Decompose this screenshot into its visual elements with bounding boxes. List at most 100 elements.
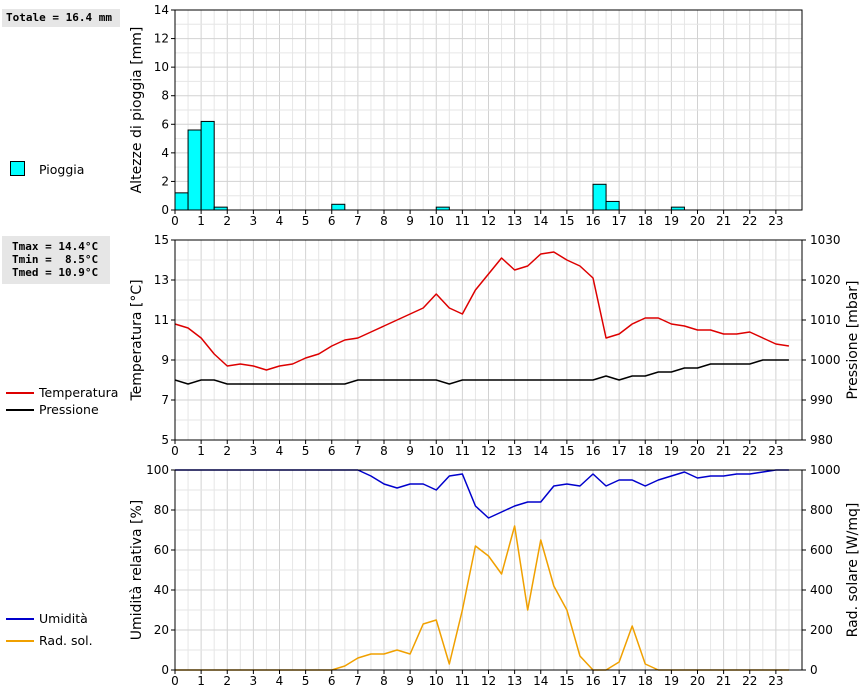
x-tick-label: 1 (197, 674, 205, 688)
y-tick-label: 20 (154, 623, 169, 637)
y-tick-label: 7 (161, 393, 169, 407)
x-tick-label: 23 (768, 214, 783, 228)
y-axis-title: Temperatura [°C] (129, 279, 145, 401)
x-tick-label: 9 (406, 214, 414, 228)
x-tick-label: 13 (507, 444, 522, 458)
pressure-legend-label: Pressione (39, 402, 99, 417)
x-tick-label: 21 (716, 674, 731, 688)
rain-bar (187, 129, 202, 211)
x-tick-label: 5 (302, 674, 310, 688)
x-tick-label: 11 (455, 444, 470, 458)
y-tick-label: 0 (161, 203, 169, 217)
x-tick-label: 19 (664, 214, 679, 228)
x-tick-label: 22 (742, 444, 757, 458)
rain-legend-swatch (10, 161, 25, 176)
y2-tick-label: 1000 (810, 353, 841, 367)
x-tick-label: 4 (276, 444, 284, 458)
y-tick-label: 15 (154, 233, 169, 247)
rain-total-box: Totale = 16.4 mm (2, 9, 120, 27)
y2-axis-title: Rad. solare [W/mq] (845, 503, 860, 638)
rain-bar (331, 203, 346, 211)
y-tick-label: 8 (161, 89, 169, 103)
x-tick-label: 4 (276, 214, 284, 228)
x-tick-label: 3 (250, 214, 258, 228)
x-tick-label: 20 (690, 674, 705, 688)
x-tick-label: 2 (223, 214, 231, 228)
x-tick-label: 23 (768, 674, 783, 688)
x-tick-label: 23 (768, 444, 783, 458)
x-tick-label: 19 (664, 674, 679, 688)
radiation-legend-swatch (6, 640, 34, 642)
x-tick-label: 0 (171, 674, 179, 688)
rain-chart: 0 1 2 3 4 5 6 7 8 9 10 11 12 13 14 15 16 17 18 19 20 21 22 2302… (129, 3, 803, 228)
x-tick-label: 11 (455, 674, 470, 688)
series-line-secondary (174, 359, 789, 385)
temperature-pressure-chart: 0 1 2 3 4 5 6 7 8 9 10 11 12 13 14 15 16 17 18 19 20 21 22 2357… (129, 233, 860, 458)
x-tick-label: 22 (742, 214, 757, 228)
y2-tick-label: 200 (810, 623, 833, 637)
humidity-radiation-chart: 0 1 2 3 4 5 6 7 8 9 10 11 12 13 14 15 16 17 18 19 20 21 22 2302… (129, 463, 860, 688)
y-tick-label: 80 (154, 503, 169, 517)
x-tick-label: 8 (380, 674, 388, 688)
radiation-legend-label: Rad. sol. (39, 633, 93, 648)
y-tick-label: 14 (154, 3, 169, 17)
x-tick-label: 17 (611, 674, 626, 688)
x-tick-label: 0 (171, 214, 179, 228)
x-tick-label: 5 (302, 214, 310, 228)
x-tick-label: 15 (559, 674, 574, 688)
x-tick-label: 20 (690, 214, 705, 228)
x-tick-label: 3 (250, 674, 258, 688)
rain-bar (605, 200, 620, 211)
rain-total-text: Totale = 16.4 mm (6, 11, 112, 24)
x-tick-label: 14 (533, 674, 548, 688)
y-axis-title: Altezze di pioggia [mm] (129, 27, 145, 194)
y-tick-label: 6 (161, 117, 169, 131)
x-tick-label: 14 (533, 214, 548, 228)
y-tick-label: 4 (161, 146, 169, 160)
rain-bar (592, 183, 607, 211)
y2-tick-label: 1030 (810, 233, 841, 247)
temperature-legend-label: Temperatura (39, 385, 119, 400)
x-tick-label: 5 (302, 444, 310, 458)
x-tick-label: 16 (585, 214, 600, 228)
x-tick-label: 0 (171, 444, 179, 458)
y2-tick-label: 1010 (810, 313, 841, 327)
x-tick-label: 21 (716, 214, 731, 228)
x-tick-label: 6 (328, 214, 336, 228)
x-tick-label: 6 (328, 444, 336, 458)
x-tick-label: 1 (197, 444, 205, 458)
rain-legend-label: Pioggia (39, 162, 85, 177)
x-tick-label: 2 (223, 444, 231, 458)
x-tick-label: 19 (664, 444, 679, 458)
y-tick-label: 11 (154, 313, 169, 327)
x-tick-label: 12 (481, 674, 496, 688)
series-line-primary (174, 251, 790, 371)
y-tick-label: 13 (154, 273, 169, 287)
y2-tick-label: 990 (810, 393, 833, 407)
y-tick-label: 60 (154, 543, 169, 557)
x-tick-label: 10 (429, 674, 444, 688)
x-tick-label: 2 (223, 674, 231, 688)
x-tick-label: 8 (380, 444, 388, 458)
x-tick-label: 10 (429, 214, 444, 228)
x-tick-label: 20 (690, 444, 705, 458)
x-tick-label: 18 (638, 674, 653, 688)
y2-tick-label: 400 (810, 583, 833, 597)
x-tick-label: 21 (716, 444, 731, 458)
y-tick-label: 2 (161, 174, 169, 188)
x-tick-label: 17 (611, 214, 626, 228)
humidity-legend-swatch (6, 618, 34, 620)
humidity-legend-label: Umidità (39, 611, 88, 626)
x-tick-label: 10 (429, 444, 444, 458)
y-tick-label: 12 (154, 32, 169, 46)
pressure-legend-swatch (6, 409, 34, 411)
x-tick-label: 7 (354, 444, 362, 458)
x-tick-label: 3 (250, 444, 258, 458)
series-line-secondary (175, 525, 789, 671)
x-tick-label: 9 (406, 444, 414, 458)
y-tick-label: 9 (161, 353, 169, 367)
x-tick-label: 22 (742, 674, 757, 688)
x-tick-label: 15 (559, 444, 574, 458)
y2-tick-label: 1020 (810, 273, 841, 287)
